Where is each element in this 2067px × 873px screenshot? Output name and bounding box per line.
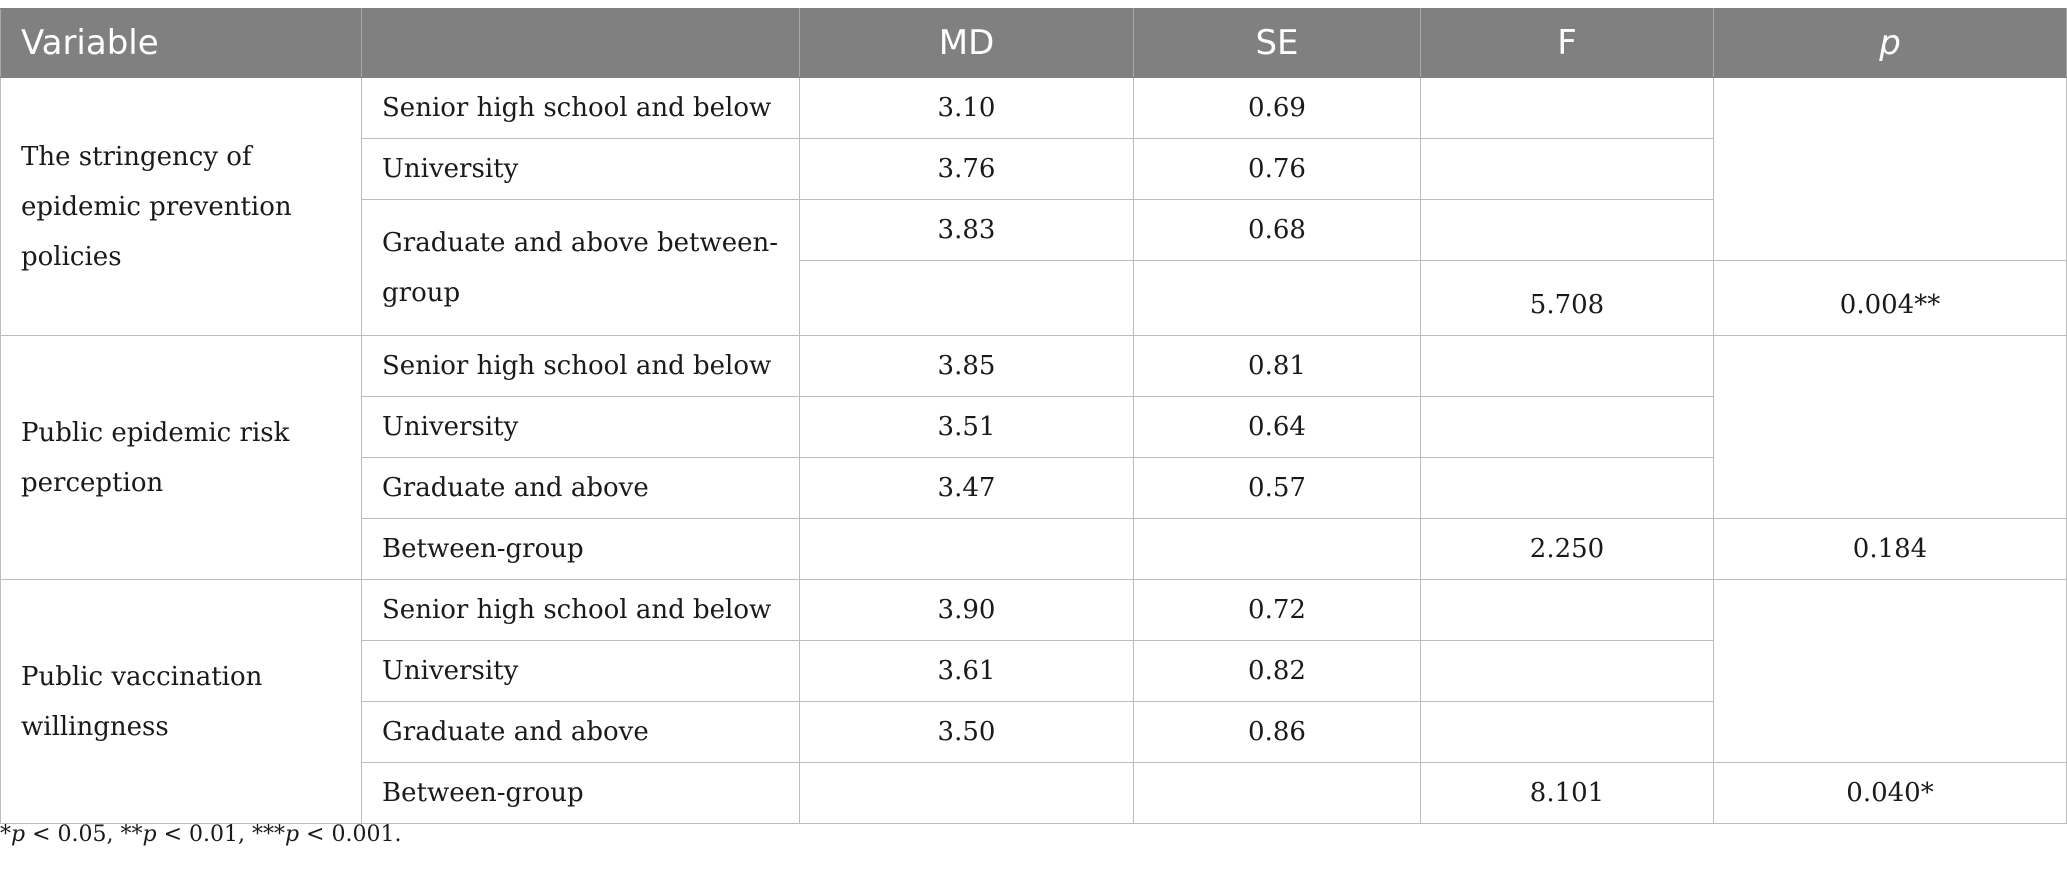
p-cell (1713, 77, 2067, 261)
header-p: p (1713, 8, 2067, 78)
se-cell (1133, 518, 1421, 580)
variable-cell: The stringency of epidemic prevention po… (0, 77, 362, 336)
header-variable: Variable (0, 8, 362, 78)
significance-footnote: *p < 0.05, **p < 0.01, ***p < 0.001. (0, 822, 401, 847)
f-cell: 8.101 (1420, 762, 1714, 824)
md-cell (799, 762, 1134, 824)
md-cell: 3.47 (799, 457, 1134, 519)
md-cell: 3.90 (799, 579, 1134, 641)
table-row: University 3.51 0.64 (1, 396, 2067, 458)
p-cell: 0.004** (1713, 260, 2067, 336)
se-cell: 0.69 (1133, 77, 1421, 139)
footnote-star: * (0, 822, 11, 847)
group-cell: Between-group (361, 762, 800, 824)
md-cell: 3.50 (799, 701, 1134, 763)
results-table-container: Variable MD SE F p The stringency of epi… (0, 8, 2067, 824)
group-cell: University (361, 640, 800, 702)
variable-cell: Public epidemic risk perception (0, 335, 362, 580)
md-cell (799, 518, 1134, 580)
footnote-text: < 0.001. (299, 822, 402, 847)
footnote-p-symbol: p (284, 822, 300, 847)
p-cell: 0.184 (1713, 518, 2067, 580)
f-cell (1420, 640, 1714, 702)
se-cell: 0.72 (1133, 579, 1421, 641)
md-cell: 3.10 (799, 77, 1134, 139)
se-cell: 0.82 (1133, 640, 1421, 702)
group-cell: Senior high school and below (361, 77, 800, 139)
f-cell (1420, 77, 1714, 139)
footnote-text: < 0.01, *** (156, 822, 285, 847)
group-cell: University (361, 138, 800, 200)
header-md: MD (799, 8, 1134, 78)
f-cell: 5.708 (1420, 260, 1714, 336)
f-cell (1420, 396, 1714, 458)
f-cell (1420, 199, 1714, 261)
f-cell (1420, 138, 1714, 200)
f-cell: 2.250 (1420, 518, 1714, 580)
p-cell: 0.040* (1713, 762, 2067, 824)
md-cell: 3.85 (799, 335, 1134, 397)
table-row: Graduate and above 3.50 0.86 (1, 701, 2067, 763)
table-row: Public epidemic risk perception Senior h… (0, 335, 2067, 580)
group-cell: Senior high school and below (361, 335, 800, 397)
f-cell (1420, 701, 1714, 763)
f-cell (1420, 335, 1714, 397)
p-cell (1713, 579, 2067, 763)
table-row: Public vaccination willingness Senior hi… (0, 579, 2067, 824)
group-cell: Senior high school and below (361, 579, 800, 641)
table-row: The stringency of epidemic prevention po… (0, 77, 2067, 336)
table-row: Graduate and above 3.47 0.57 (1, 457, 2067, 519)
se-cell: 0.64 (1133, 396, 1421, 458)
md-cell: 3.51 (799, 396, 1134, 458)
table-row: Between-group 8.101 0.040* (1, 762, 2067, 824)
md-cell: 3.76 (799, 138, 1134, 200)
table-row: Graduate and above between-group 3.83 0.… (1, 199, 2067, 336)
group-cell: Graduate and above (361, 701, 800, 763)
header-group (361, 8, 800, 78)
anova-table: Variable MD SE F p The stringency of epi… (0, 8, 2067, 824)
se-cell: 0.57 (1133, 457, 1421, 519)
se-cell: 0.68 (1133, 199, 1421, 261)
md-cell: 3.83 (799, 199, 1134, 261)
md-cell (799, 260, 1134, 336)
group-cell: Between-group (361, 518, 800, 580)
p-cell (1713, 335, 2067, 519)
se-cell: 0.86 (1133, 701, 1421, 763)
group-cell: Graduate and above (361, 457, 800, 519)
header-se: SE (1133, 8, 1421, 78)
se-cell (1133, 260, 1421, 336)
se-cell (1133, 762, 1421, 824)
variable-cell: Public vaccination willingness (0, 579, 362, 824)
f-cell (1420, 579, 1714, 641)
f-cell (1420, 457, 1714, 519)
group-cell: University (361, 396, 800, 458)
footnote-text: < 0.05, ** (25, 822, 143, 847)
header-row: Variable MD SE F p (0, 8, 2067, 78)
se-cell: 0.81 (1133, 335, 1421, 397)
md-cell: 3.61 (799, 640, 1134, 702)
group-cell: Graduate and above between-group (361, 199, 800, 336)
header-f: F (1420, 8, 1714, 78)
footnote-p-symbol: p (11, 822, 26, 847)
footnote-p-symbol: p (142, 822, 157, 847)
se-cell: 0.76 (1133, 138, 1421, 200)
table-row: 5.708 0.004** (1, 260, 2067, 336)
